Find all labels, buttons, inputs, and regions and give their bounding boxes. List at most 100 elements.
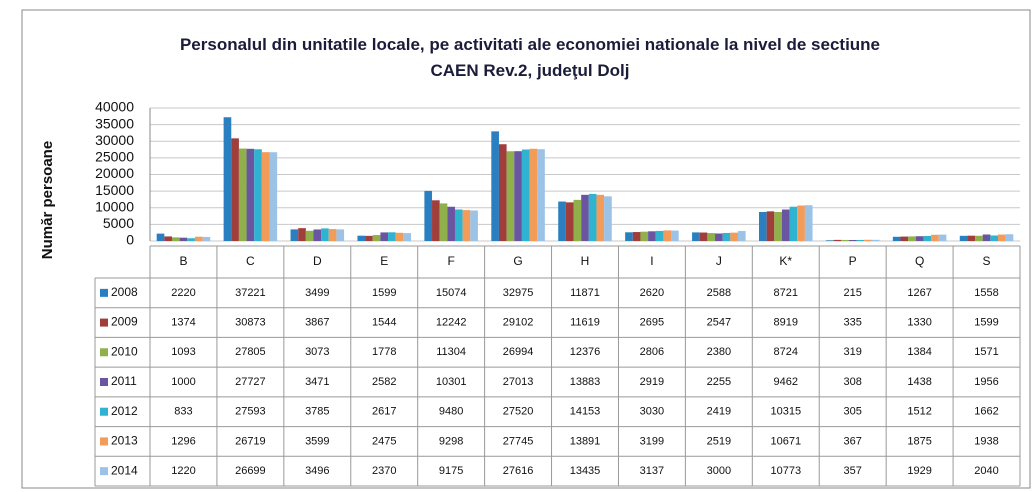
table-value: 2620	[640, 287, 664, 299]
category-label: H	[581, 254, 590, 268]
bar	[290, 229, 299, 241]
table-value: 1220	[171, 465, 195, 477]
bar	[231, 138, 239, 241]
table-value: 3599	[305, 435, 329, 447]
table-value: 335	[844, 316, 862, 328]
bar	[825, 240, 834, 241]
bar	[604, 196, 612, 241]
chart-frame	[21, 9, 1031, 489]
table-value: 9175	[439, 465, 463, 477]
table-value: 14153	[570, 406, 601, 418]
table-value: 8721	[774, 287, 798, 299]
legend-label: 2009	[111, 315, 138, 329]
bar	[975, 235, 983, 241]
table-value: 1296	[171, 435, 195, 447]
y-tick-label: 25000	[95, 149, 134, 165]
legend-label: 2012	[111, 404, 138, 418]
bar	[908, 236, 916, 241]
table-value: 1438	[907, 376, 931, 388]
bar	[537, 149, 545, 241]
table-value: 2380	[707, 346, 731, 358]
table-value: 27013	[503, 376, 534, 388]
bar	[998, 234, 1006, 241]
bar	[841, 239, 849, 241]
table-value: 357	[844, 465, 862, 477]
bar	[707, 233, 716, 241]
table-value: 27745	[503, 435, 534, 447]
table-value: 1330	[907, 316, 931, 328]
table-value: 11619	[570, 316, 600, 328]
y-tick-label: 0	[126, 232, 134, 248]
bar	[663, 230, 672, 241]
table-value: 367	[844, 435, 862, 447]
table-value: 1558	[974, 287, 998, 299]
bar	[722, 232, 731, 241]
table-value: 13883	[570, 376, 601, 388]
bar	[990, 235, 999, 241]
y-axis-label: Număr persoane	[39, 141, 56, 259]
table-value: 1571	[974, 346, 998, 358]
table-value: 26719	[235, 435, 266, 447]
bar	[856, 239, 865, 241]
category-label: P	[849, 254, 857, 268]
bar	[967, 235, 976, 241]
bar	[432, 200, 440, 241]
bar	[424, 190, 433, 241]
table-value: 3499	[305, 287, 329, 299]
table-value: 32975	[503, 287, 534, 299]
legend-label: 2014	[111, 463, 138, 477]
table-value: 1512	[907, 406, 931, 418]
table-value: 12376	[570, 346, 601, 358]
bar	[573, 199, 582, 241]
bar	[187, 238, 195, 241]
bar	[298, 228, 306, 241]
table-value: 10773	[770, 465, 801, 477]
table-value: 2547	[707, 316, 731, 328]
table-value: 3785	[305, 406, 329, 418]
table-value: 3867	[305, 316, 329, 328]
bar	[223, 117, 232, 241]
bar	[238, 148, 247, 241]
bar	[321, 228, 329, 241]
table-value: 1384	[907, 346, 931, 358]
bar	[848, 239, 857, 241]
bar	[915, 236, 924, 241]
bar	[715, 233, 723, 241]
bar	[588, 193, 597, 241]
bar	[403, 233, 411, 241]
bar	[797, 205, 805, 241]
table-value: 27805	[235, 346, 266, 358]
table-value: 1093	[171, 346, 195, 358]
bar	[447, 206, 455, 241]
bar	[655, 230, 664, 241]
bar	[305, 230, 314, 241]
table-value: 1956	[974, 376, 998, 388]
bar	[462, 210, 471, 241]
bar	[959, 235, 968, 241]
bar	[498, 144, 507, 241]
bar	[395, 232, 404, 241]
bar	[336, 229, 345, 241]
bar	[558, 201, 566, 241]
table-value: 308	[844, 376, 862, 388]
table-value: 1000	[171, 376, 195, 388]
y-tick-label: 20000	[95, 165, 134, 181]
bar	[625, 232, 633, 241]
bar	[439, 203, 448, 241]
table-value: 2617	[372, 406, 396, 418]
legend-swatch	[100, 437, 108, 446]
legend-swatch	[100, 288, 108, 297]
y-tick-label: 40000	[95, 99, 134, 115]
table-value: 13435	[570, 465, 601, 477]
bar	[766, 211, 775, 241]
table-value: 13891	[570, 435, 601, 447]
bar	[470, 210, 478, 241]
table-value: 8919	[774, 316, 798, 328]
table-value: 10671	[770, 435, 801, 447]
y-tick-label: 5000	[103, 215, 134, 231]
table-value: 27727	[235, 376, 266, 388]
table-value: 1267	[907, 287, 931, 299]
bar	[864, 239, 872, 241]
